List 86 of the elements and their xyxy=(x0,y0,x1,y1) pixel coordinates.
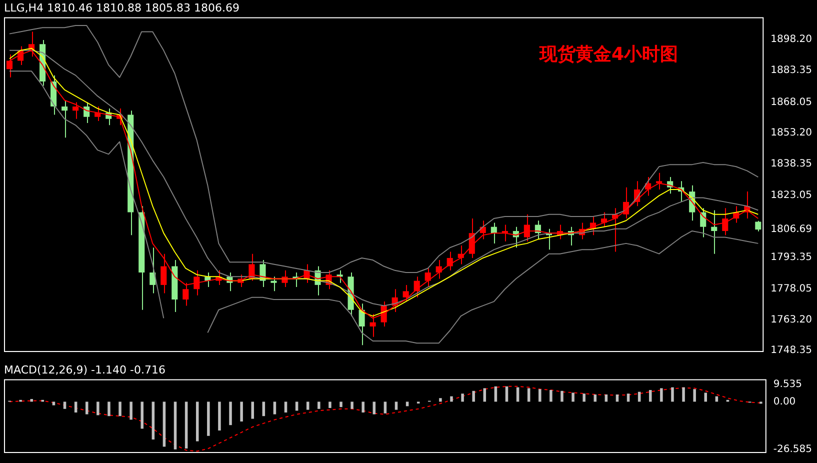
bar xyxy=(240,402,243,422)
bar xyxy=(251,402,254,419)
bar xyxy=(196,402,199,442)
bar xyxy=(560,390,564,402)
chart-title: LLG,H4 1810.46 1810.88 1805.83 1806.69 xyxy=(4,1,240,14)
y-tick-label: 1823.05 xyxy=(770,190,812,202)
y-tick-label: 9.535 xyxy=(773,379,802,390)
bar xyxy=(207,402,210,436)
bar xyxy=(218,402,221,430)
bar xyxy=(108,402,110,416)
bar xyxy=(273,402,276,414)
candlestick xyxy=(270,276,277,292)
bar xyxy=(152,402,155,440)
candlestick xyxy=(94,106,101,122)
bar xyxy=(538,389,542,402)
candlestick xyxy=(194,270,200,296)
bar xyxy=(295,402,298,411)
candlestick xyxy=(182,282,189,306)
line-series xyxy=(9,386,762,452)
y-tick-label: 1778.05 xyxy=(770,284,812,295)
bar xyxy=(362,402,364,412)
bar xyxy=(340,402,342,408)
bar xyxy=(262,402,266,416)
bar xyxy=(284,402,288,412)
candlestick xyxy=(490,222,497,244)
bar xyxy=(527,388,530,402)
y-tick-label: 1838.35 xyxy=(770,158,812,170)
candlestick xyxy=(160,253,167,294)
bar xyxy=(74,402,78,412)
bar xyxy=(174,402,177,450)
bar xyxy=(582,394,586,402)
y-tick-label: 1868.05 xyxy=(770,96,812,108)
y-tick-label: 1898.20 xyxy=(770,34,812,46)
y-tick-label: 1763.20 xyxy=(770,314,812,326)
candlestick xyxy=(402,284,409,302)
bar xyxy=(472,390,475,402)
bar xyxy=(229,402,232,426)
bar xyxy=(649,390,652,402)
bar xyxy=(184,402,188,448)
y-tick-label: 1748.35 xyxy=(770,345,812,356)
candlestick xyxy=(755,220,762,232)
candlestick xyxy=(656,172,662,190)
candlestick xyxy=(62,100,68,138)
bar xyxy=(671,387,674,402)
bar xyxy=(130,402,132,420)
y-tick-label: 0.00 xyxy=(773,396,796,408)
bar xyxy=(306,402,310,410)
y-tick-label: 1806.69 xyxy=(770,224,812,236)
bar xyxy=(372,402,376,414)
candlestick xyxy=(282,270,288,288)
bar xyxy=(96,402,100,416)
bar xyxy=(162,402,166,447)
y-tick-label: 1793.35 xyxy=(770,252,812,263)
bar xyxy=(704,392,708,402)
bar xyxy=(439,398,442,402)
bar xyxy=(384,402,387,414)
bar xyxy=(550,390,552,402)
candlestick xyxy=(424,268,431,288)
bar xyxy=(140,402,144,429)
bar xyxy=(350,402,354,409)
bar xyxy=(682,387,685,402)
bar xyxy=(394,402,398,410)
chart-title: MACD(12,26,9) -1.140 -0.716 xyxy=(4,363,166,376)
bar xyxy=(318,402,320,409)
bar xyxy=(450,396,453,402)
y-tick-label: 1853.20 xyxy=(770,128,812,139)
bar xyxy=(63,402,66,409)
bar xyxy=(461,394,464,402)
candlestick xyxy=(722,208,728,236)
candlestick xyxy=(72,102,79,120)
bar xyxy=(118,402,122,416)
bar xyxy=(52,402,56,406)
bar xyxy=(693,389,696,402)
candlestick xyxy=(150,247,156,294)
bar xyxy=(85,402,88,414)
bar xyxy=(572,392,574,402)
annotation: 现货黄金4小时图 xyxy=(538,44,678,65)
bar xyxy=(406,402,409,406)
y-tick-label: 1883.35 xyxy=(770,65,812,76)
bar xyxy=(483,388,486,402)
candlestick xyxy=(84,102,90,124)
bar xyxy=(328,402,332,408)
bar xyxy=(30,399,34,402)
bar xyxy=(660,388,663,402)
y-tick-label: -26.585 xyxy=(773,444,812,456)
candlestick xyxy=(711,210,718,254)
